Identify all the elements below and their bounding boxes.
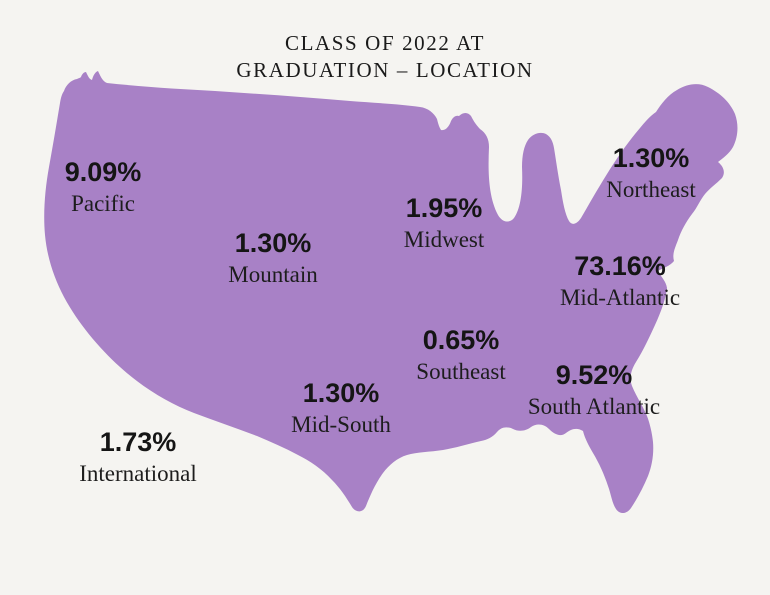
region-name: Mountain bbox=[228, 262, 318, 287]
region-value: 9.09% bbox=[64, 157, 142, 187]
region-label-pacific: 9.09% Pacific bbox=[65, 155, 142, 219]
chart-title-line2: GRADUATION – LOCATION bbox=[236, 58, 534, 82]
region-label-southeast: 0.65% Southeast bbox=[416, 323, 505, 387]
region-label-mid-south: 1.30% Mid-South bbox=[291, 376, 391, 440]
region-value: 1.95% bbox=[405, 193, 483, 223]
region-value: 1.30% bbox=[234, 228, 312, 258]
region-value: 9.52% bbox=[555, 360, 633, 390]
region-value: 0.65% bbox=[422, 325, 500, 355]
region-name: Mid-South bbox=[291, 412, 391, 437]
region-label-mountain: 1.30% Mountain bbox=[228, 226, 317, 290]
us-map-silhouette bbox=[44, 71, 738, 514]
region-name: South Atlantic bbox=[527, 394, 661, 419]
region-label-south-atlantic: 9.52% South Atlantic bbox=[528, 358, 660, 422]
region-value: 1.30% bbox=[302, 378, 380, 408]
region-label-international: 1.73% International bbox=[79, 425, 197, 489]
region-label-mid-atlantic: 73.16% Mid-Atlantic bbox=[560, 249, 680, 313]
region-name: International bbox=[79, 461, 197, 486]
region-value: 73.16% bbox=[574, 251, 666, 281]
region-name: Southeast bbox=[416, 359, 506, 384]
chart-title: CLASS OF 2022 AT GRADUATION – LOCATION bbox=[0, 30, 770, 84]
region-name: Midwest bbox=[403, 227, 485, 252]
region-name: Mid-Atlantic bbox=[559, 285, 681, 310]
region-name: Pacific bbox=[71, 191, 135, 216]
chart-title-line1: CLASS OF 2022 AT bbox=[284, 31, 486, 55]
region-name: Northeast bbox=[606, 177, 696, 202]
region-label-midwest: 1.95% Midwest bbox=[404, 191, 485, 255]
region-value: 1.30% bbox=[612, 143, 690, 173]
region-label-northeast: 1.30% Northeast bbox=[606, 141, 695, 205]
region-value: 1.73% bbox=[99, 427, 177, 457]
